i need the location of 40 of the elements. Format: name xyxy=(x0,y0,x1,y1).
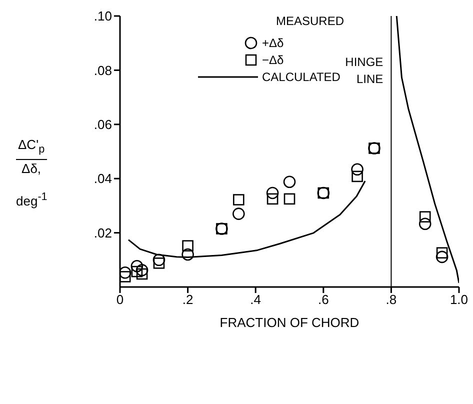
point xyxy=(419,211,431,222)
point xyxy=(266,193,278,205)
point xyxy=(120,271,131,282)
y-tick-label: .10 xyxy=(94,8,112,24)
point xyxy=(182,248,194,261)
point xyxy=(120,266,132,279)
point xyxy=(153,258,165,269)
point xyxy=(351,163,364,176)
x-tick-label: .6 xyxy=(318,292,329,308)
point xyxy=(152,254,166,266)
legend-label: +Δδ xyxy=(262,36,284,50)
point xyxy=(136,264,148,276)
y-tick-label: .04 xyxy=(94,171,112,186)
point xyxy=(352,170,363,182)
y-tick-label: .08 xyxy=(94,62,112,78)
y-tick-label: .06 xyxy=(94,117,112,132)
legend-label: −Δδ xyxy=(262,52,284,66)
x-tick-label: .4 xyxy=(250,292,262,308)
point xyxy=(136,268,148,280)
legend-label: CALCULATED xyxy=(262,70,340,84)
point xyxy=(131,266,143,278)
point xyxy=(284,193,296,205)
y-tick-label: .02 xyxy=(94,225,112,240)
x-tick-label: 0 xyxy=(116,292,124,308)
point xyxy=(283,176,296,188)
x-tick-label: .2 xyxy=(182,292,194,308)
point xyxy=(418,218,432,230)
point xyxy=(436,247,448,259)
legend-title: MEASURED xyxy=(276,14,344,28)
point xyxy=(232,208,245,220)
x-tick-label: 1.0 xyxy=(450,292,468,308)
point xyxy=(266,186,279,200)
point xyxy=(130,260,144,272)
point xyxy=(182,240,194,252)
ref-line-label: HINGE LINE xyxy=(345,55,384,86)
x-axis-title: FRACTION OF CHORD xyxy=(220,315,360,330)
point xyxy=(233,194,244,206)
text: ΔC'$_{p}$ Δδ, deg$^{-1}$ xyxy=(16,137,48,208)
x-tick-label: .8 xyxy=(386,292,397,308)
point xyxy=(436,250,448,264)
